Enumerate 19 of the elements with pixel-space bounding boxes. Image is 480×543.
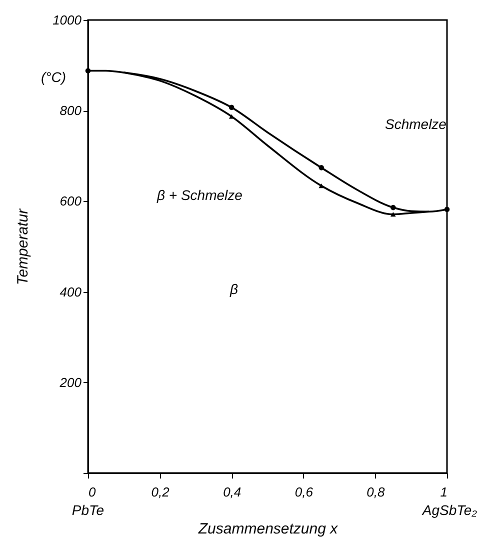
y-tick-label: 400 <box>60 284 82 300</box>
annotation: Schmelze <box>385 116 447 132</box>
y-tick-label: 800 <box>60 103 82 118</box>
y-tick-label: 200 <box>58 374 82 390</box>
annotation: β <box>229 281 238 297</box>
x-tick-label: 0,8 <box>366 484 386 500</box>
x-tick-label: 0 <box>88 484 96 500</box>
x-tick-label: 0,4 <box>223 484 242 500</box>
text: PbTe <box>72 502 104 518</box>
text: AgSbTe₂ <box>421 502 478 518</box>
x-tick-label: 0,2 <box>151 484 170 500</box>
y-axis-title: Temperatur <box>14 208 32 286</box>
annotation: β + Schmelze <box>156 187 243 203</box>
y-tick-label: 600 <box>60 194 82 209</box>
x-axis-title: Zusammensetzung x <box>197 520 338 538</box>
y-tick-label: 1000 <box>52 12 82 28</box>
x-tick-label: 1 <box>440 484 448 500</box>
x-tick-label: 0,6 <box>294 484 314 500</box>
text: (°C) <box>40 69 66 85</box>
